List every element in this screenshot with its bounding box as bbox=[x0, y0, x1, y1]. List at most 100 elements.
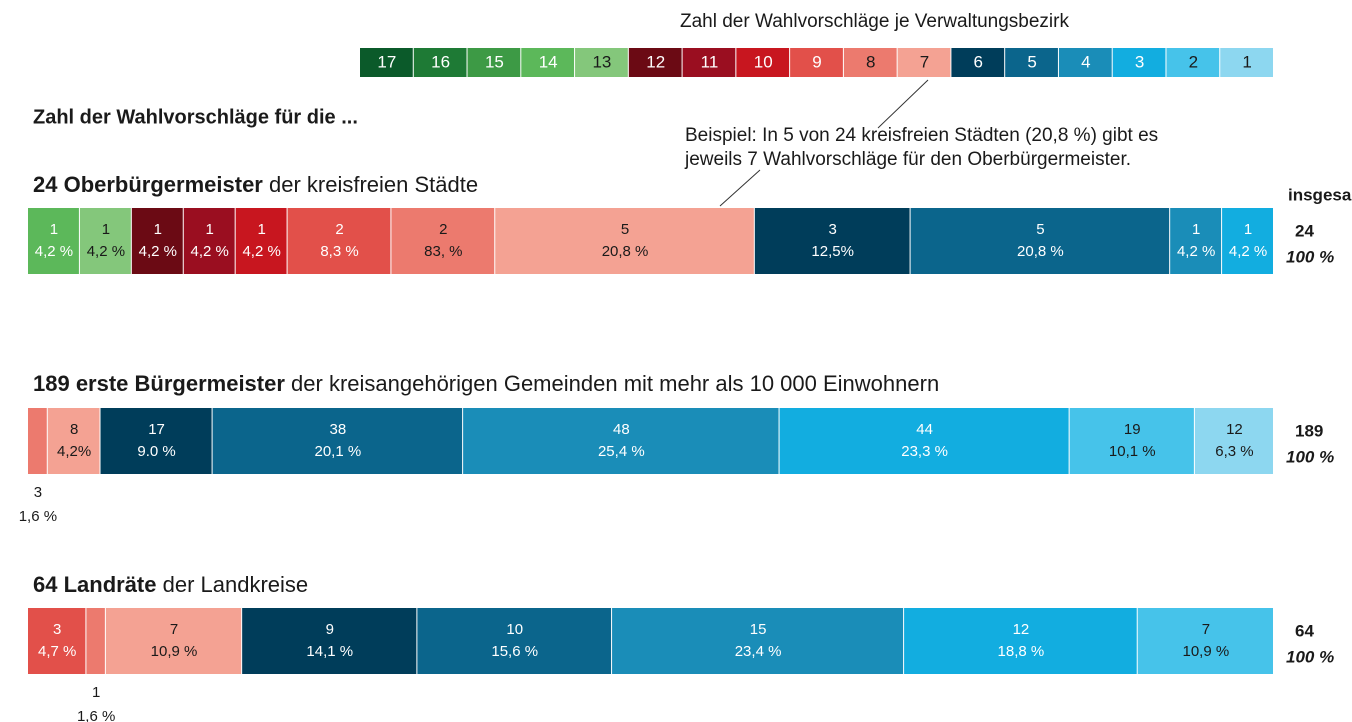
segment-count: 1 bbox=[257, 221, 265, 238]
bar-segment bbox=[417, 608, 612, 674]
bar-segment bbox=[612, 608, 904, 674]
bar-segment bbox=[28, 208, 79, 274]
segment-count: 1 bbox=[92, 684, 100, 701]
segment-percent: 18,8 % bbox=[998, 643, 1045, 660]
segment-percent: 12,5% bbox=[811, 243, 854, 260]
segment-percent: 83, % bbox=[424, 243, 462, 260]
segment-percent: 20,1 % bbox=[315, 443, 362, 460]
row-total: 24 bbox=[1295, 221, 1314, 240]
legend-key: 14 bbox=[539, 52, 558, 71]
bar-segment bbox=[183, 208, 235, 274]
bar-segment bbox=[1194, 408, 1273, 474]
bar-segment bbox=[495, 208, 754, 274]
segment-count: 1 bbox=[206, 221, 214, 238]
legend-swatch bbox=[951, 48, 1005, 77]
row-title-bold: 24 Oberbürgermeister bbox=[33, 172, 263, 197]
legend-key: 8 bbox=[866, 52, 875, 71]
segment-count: 8 bbox=[70, 421, 78, 438]
bar-segment bbox=[1069, 408, 1194, 474]
legend-key: 5 bbox=[1027, 52, 1036, 71]
annotation: jeweils 7 Wahlvorschläge für den Oberbür… bbox=[684, 149, 1131, 170]
segment-percent: 4,2% bbox=[57, 443, 91, 460]
bar-segment bbox=[100, 408, 212, 474]
segment-percent: 10,9 % bbox=[151, 643, 198, 660]
bar-segment bbox=[212, 408, 463, 474]
bar-segment bbox=[779, 408, 1069, 474]
segment-count: 19 bbox=[1124, 421, 1141, 438]
row-total-percent: 100 % bbox=[1286, 247, 1334, 266]
legend-swatch bbox=[736, 48, 790, 77]
segment-percent: 23,4 % bbox=[735, 643, 782, 660]
segment-count: 12 bbox=[1013, 621, 1030, 638]
row-total: 64 bbox=[1295, 621, 1314, 640]
segment-percent: 20,8 % bbox=[1017, 243, 1064, 260]
segment-percent: 4,2 % bbox=[87, 243, 125, 260]
bar-segment bbox=[28, 408, 47, 474]
legend-swatch bbox=[843, 48, 897, 77]
bar-segment bbox=[86, 608, 105, 674]
bar-segment bbox=[1222, 208, 1273, 274]
segment-count: 48 bbox=[613, 421, 630, 438]
total-heading: insgesamt bbox=[1288, 185, 1352, 204]
segment-count: 5 bbox=[1036, 221, 1044, 238]
row-title: 24 Oberbürgermeister der kreisfreien Stä… bbox=[33, 172, 478, 197]
segment-percent: 4,2 % bbox=[1177, 243, 1215, 260]
segment-percent: 15,6 % bbox=[491, 643, 538, 660]
bar-segment bbox=[904, 608, 1137, 674]
legend-swatch bbox=[897, 48, 951, 77]
legend-key: 9 bbox=[812, 52, 821, 71]
legend-swatch bbox=[467, 48, 521, 77]
bar-segment bbox=[79, 208, 131, 274]
bar-segment bbox=[1170, 208, 1222, 274]
bar-segment bbox=[287, 208, 391, 274]
segment-percent: 8,3 % bbox=[320, 243, 358, 260]
legend-key: 7 bbox=[920, 52, 929, 71]
row-title-rest: der kreisfreien Städte bbox=[263, 172, 478, 197]
row-title: 64 Landräte der Landkreise bbox=[33, 572, 308, 597]
row-total-percent: 100 % bbox=[1286, 647, 1334, 666]
legend-swatch bbox=[1058, 48, 1112, 77]
row-total: 189 bbox=[1295, 421, 1323, 440]
bar-segment bbox=[463, 408, 779, 474]
legend-key: 13 bbox=[592, 52, 611, 71]
segment-count: 9 bbox=[326, 621, 334, 638]
legend-swatch bbox=[575, 48, 628, 77]
bar-segment bbox=[391, 208, 495, 274]
row-total-percent: 100 % bbox=[1286, 447, 1334, 466]
legend-swatch bbox=[628, 48, 682, 77]
leader-line bbox=[877, 79, 929, 129]
row-title-bold: 64 Landräte bbox=[33, 572, 157, 597]
legend-key: 17 bbox=[377, 52, 396, 71]
legend-key: 12 bbox=[646, 52, 665, 71]
legend-key: 3 bbox=[1135, 52, 1144, 71]
legend-key: 4 bbox=[1081, 52, 1090, 71]
segment-count: 1 bbox=[102, 221, 110, 238]
segment-count: 38 bbox=[330, 421, 347, 438]
legend-key: 15 bbox=[485, 52, 504, 71]
segment-percent: 1,6 % bbox=[77, 708, 115, 722]
segment-count: 12 bbox=[1226, 421, 1243, 438]
segment-count: 1 bbox=[1192, 221, 1200, 238]
segment-percent: 10,9 % bbox=[1183, 643, 1230, 660]
segment-percent: 4,2 % bbox=[191, 243, 229, 260]
legend-swatch bbox=[360, 48, 413, 77]
segment-percent: 20,8 % bbox=[602, 243, 649, 260]
segment-percent: 9.0 % bbox=[137, 443, 175, 460]
segment-count: 44 bbox=[916, 421, 933, 438]
legend-title: Zahl der Wahlvorschläge je Verwaltungsbe… bbox=[680, 11, 1069, 32]
segment-percent: 4,2 % bbox=[1229, 243, 1267, 260]
legend-key: 10 bbox=[754, 52, 773, 71]
legend-swatch bbox=[1112, 48, 1166, 77]
segment-percent: 25,4 % bbox=[598, 443, 645, 460]
segment-percent: 23,3 % bbox=[901, 443, 948, 460]
segment-count: 3 bbox=[34, 484, 42, 501]
bar-segment bbox=[242, 608, 417, 674]
legend-swatch bbox=[1005, 48, 1058, 77]
legend-swatch bbox=[790, 48, 843, 77]
legend-key: 11 bbox=[701, 52, 719, 71]
legend-swatch bbox=[413, 48, 467, 77]
segment-count: 1 bbox=[154, 221, 162, 238]
segment-count: 2 bbox=[439, 221, 447, 238]
segment-count: 7 bbox=[170, 621, 178, 638]
